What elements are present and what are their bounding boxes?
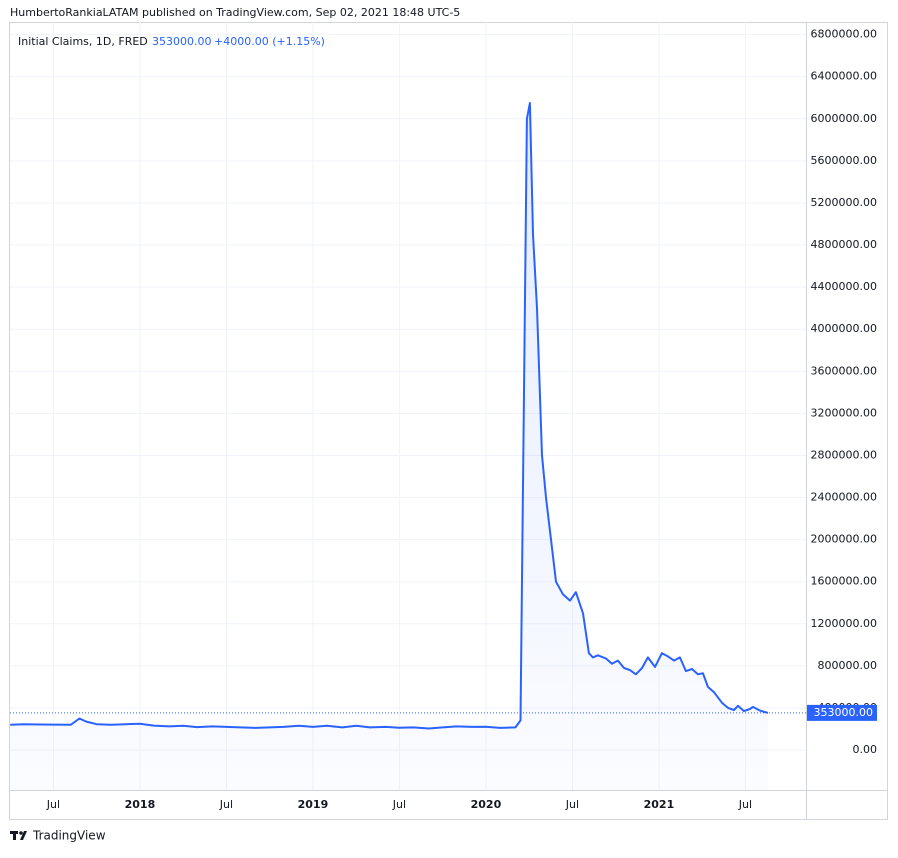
y-tick-label: 4400000.00 (811, 280, 877, 293)
y-tick-label: 2400000.00 (811, 491, 877, 504)
y-tick-label: 5200000.00 (811, 196, 877, 209)
header: HumbertoRankiaLATAM published on Trading… (10, 6, 460, 19)
y-tick-label: 2800000.00 (811, 448, 877, 461)
axes: 0.00400000.00800000.001200000.001600000.… (46, 28, 877, 811)
plot (10, 102, 806, 790)
series-line (10, 102, 769, 730)
price-label-box (807, 704, 877, 721)
y-tick-label: 6000000.00 (811, 112, 877, 125)
grid (10, 22, 806, 790)
x-tick-label: 2020 (471, 798, 502, 811)
x-tick-label: Jul (565, 798, 579, 811)
frame (9, 22, 888, 820)
y-tick-label: 4000000.00 (811, 322, 877, 335)
x-tick-label: 2018 (125, 798, 156, 811)
x-tick-label: 2019 (298, 798, 329, 811)
x-tick-label: Jul (219, 798, 233, 811)
x-tick-label: Jul (392, 798, 406, 811)
y-tick-label: 1600000.00 (811, 575, 877, 588)
logo (10, 831, 27, 840)
y-tick-label: 800000.00 (818, 659, 878, 672)
y-tick-label: 3200000.00 (811, 406, 877, 419)
x-tick-label: 2021 (644, 798, 675, 811)
y-tick-label: 1200000.00 (811, 617, 877, 630)
y-tick-label: 4800000.00 (811, 238, 877, 251)
legend-change: +4000.00 (+1.15%) (214, 35, 325, 48)
x-tick-label: Jul (738, 798, 752, 811)
area-fill (10, 103, 768, 790)
y-tick-label: 6800000.00 (811, 28, 877, 41)
legend-name: Initial Claims, 1D, FRED (18, 35, 148, 48)
y-tick-label: 5600000.00 (811, 154, 877, 167)
x-tick-label: Jul (46, 798, 60, 811)
price-label: 353000.00 (814, 706, 874, 719)
legend-last: 353000.00 (152, 35, 212, 48)
y-tick-label: 3600000.00 (811, 364, 877, 377)
y-tick-label: 0.00 (853, 743, 878, 756)
y-tick-label: 6400000.00 (811, 70, 877, 83)
brand: TradingView (32, 829, 106, 843)
y-tick-label: 2000000.00 (811, 533, 877, 546)
